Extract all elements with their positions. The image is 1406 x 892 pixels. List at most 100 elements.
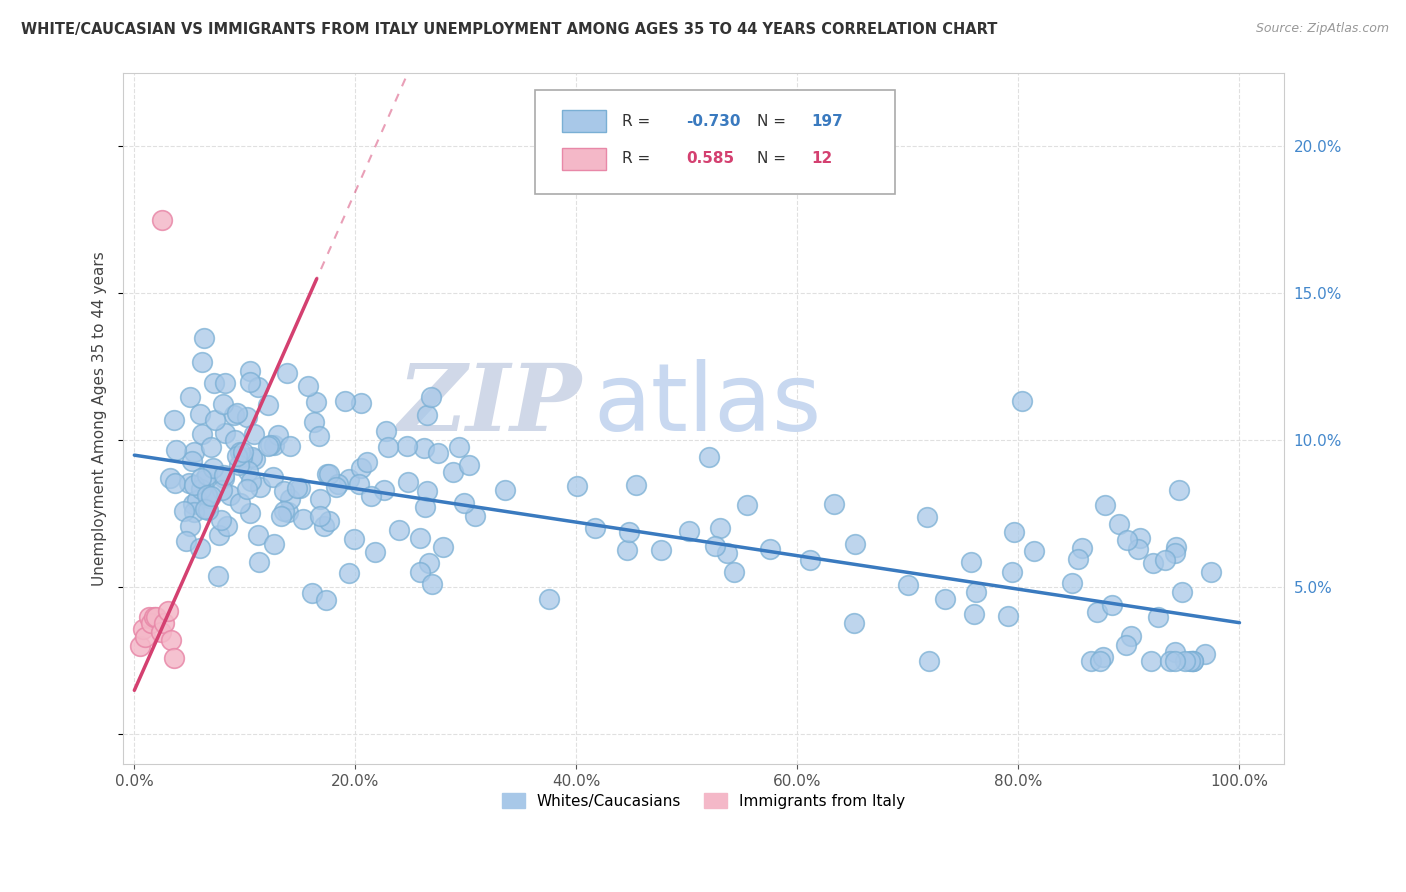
Point xyxy=(150,213,173,227)
Point xyxy=(758,542,780,557)
Point xyxy=(267,427,290,442)
Point xyxy=(179,476,201,491)
Point xyxy=(375,424,398,438)
Point xyxy=(388,523,411,537)
Point xyxy=(156,604,179,618)
Point xyxy=(202,460,225,475)
Point xyxy=(193,330,215,344)
Text: Source: ZipAtlas.com: Source: ZipAtlas.com xyxy=(1256,22,1389,36)
Point xyxy=(1154,552,1177,566)
Point xyxy=(583,521,606,535)
Point xyxy=(181,454,204,468)
Point xyxy=(1199,565,1222,579)
Text: 12: 12 xyxy=(811,151,832,166)
Point xyxy=(1163,645,1185,659)
Point xyxy=(1067,551,1090,566)
Point xyxy=(626,478,648,492)
Point xyxy=(373,483,395,498)
Point xyxy=(1142,556,1164,570)
Point xyxy=(297,379,319,393)
Point xyxy=(678,524,700,538)
Point xyxy=(219,488,242,502)
Point xyxy=(1080,654,1102,668)
Point xyxy=(204,413,226,427)
Point xyxy=(239,506,262,520)
Text: R =: R = xyxy=(623,114,651,128)
Point xyxy=(1159,654,1181,668)
Point xyxy=(538,592,561,607)
Point xyxy=(138,610,160,624)
Point xyxy=(190,471,212,485)
Point xyxy=(132,622,155,636)
Point xyxy=(276,366,298,380)
Point xyxy=(709,521,731,535)
Point xyxy=(149,624,172,639)
Point xyxy=(214,426,236,441)
Point xyxy=(270,509,292,524)
Point xyxy=(494,483,516,497)
Point xyxy=(316,467,339,482)
Point xyxy=(360,489,382,503)
Point xyxy=(247,380,270,394)
Point xyxy=(285,481,308,495)
Point xyxy=(458,458,481,472)
Text: 197: 197 xyxy=(811,114,844,128)
Point xyxy=(427,446,450,460)
Point xyxy=(308,429,330,443)
Point xyxy=(179,518,201,533)
Point xyxy=(224,433,246,447)
Point xyxy=(209,513,232,527)
Point xyxy=(277,505,299,519)
Point xyxy=(239,363,262,377)
Point xyxy=(1101,598,1123,612)
Point xyxy=(195,501,218,516)
Point xyxy=(198,491,221,506)
Point xyxy=(191,426,214,441)
Point xyxy=(183,478,205,492)
Point xyxy=(1171,584,1194,599)
Point xyxy=(963,607,986,621)
Point xyxy=(212,468,235,483)
Point xyxy=(143,610,166,624)
Point xyxy=(349,460,371,475)
Point xyxy=(1115,533,1137,548)
Point xyxy=(377,441,399,455)
Point xyxy=(228,458,250,472)
Point xyxy=(453,496,475,510)
Point xyxy=(325,480,347,494)
Point xyxy=(312,518,335,533)
Point xyxy=(1164,546,1187,560)
Point xyxy=(616,543,638,558)
Point xyxy=(1164,654,1187,668)
FancyBboxPatch shape xyxy=(562,147,606,169)
Point xyxy=(224,408,246,422)
Point xyxy=(305,395,328,409)
Point xyxy=(965,584,987,599)
Point xyxy=(315,593,337,607)
Point xyxy=(163,476,186,491)
Point xyxy=(247,555,270,569)
Point xyxy=(1024,543,1046,558)
Point xyxy=(1146,609,1168,624)
Point xyxy=(190,482,212,496)
Text: atlas: atlas xyxy=(593,359,821,450)
Point xyxy=(1174,654,1197,668)
Point xyxy=(1181,654,1204,668)
Point xyxy=(1181,654,1204,668)
Point xyxy=(1168,483,1191,498)
Point xyxy=(292,512,315,526)
Point xyxy=(195,488,218,502)
Point xyxy=(228,445,250,459)
Point xyxy=(1094,498,1116,512)
Text: -0.730: -0.730 xyxy=(686,114,741,128)
Point xyxy=(799,552,821,566)
Point xyxy=(409,531,432,545)
Point xyxy=(174,534,197,549)
FancyBboxPatch shape xyxy=(536,90,896,194)
Point xyxy=(318,467,340,481)
Point xyxy=(395,439,418,453)
Point xyxy=(259,438,281,452)
Point xyxy=(418,556,440,570)
Point xyxy=(240,474,263,488)
Point xyxy=(350,395,373,409)
